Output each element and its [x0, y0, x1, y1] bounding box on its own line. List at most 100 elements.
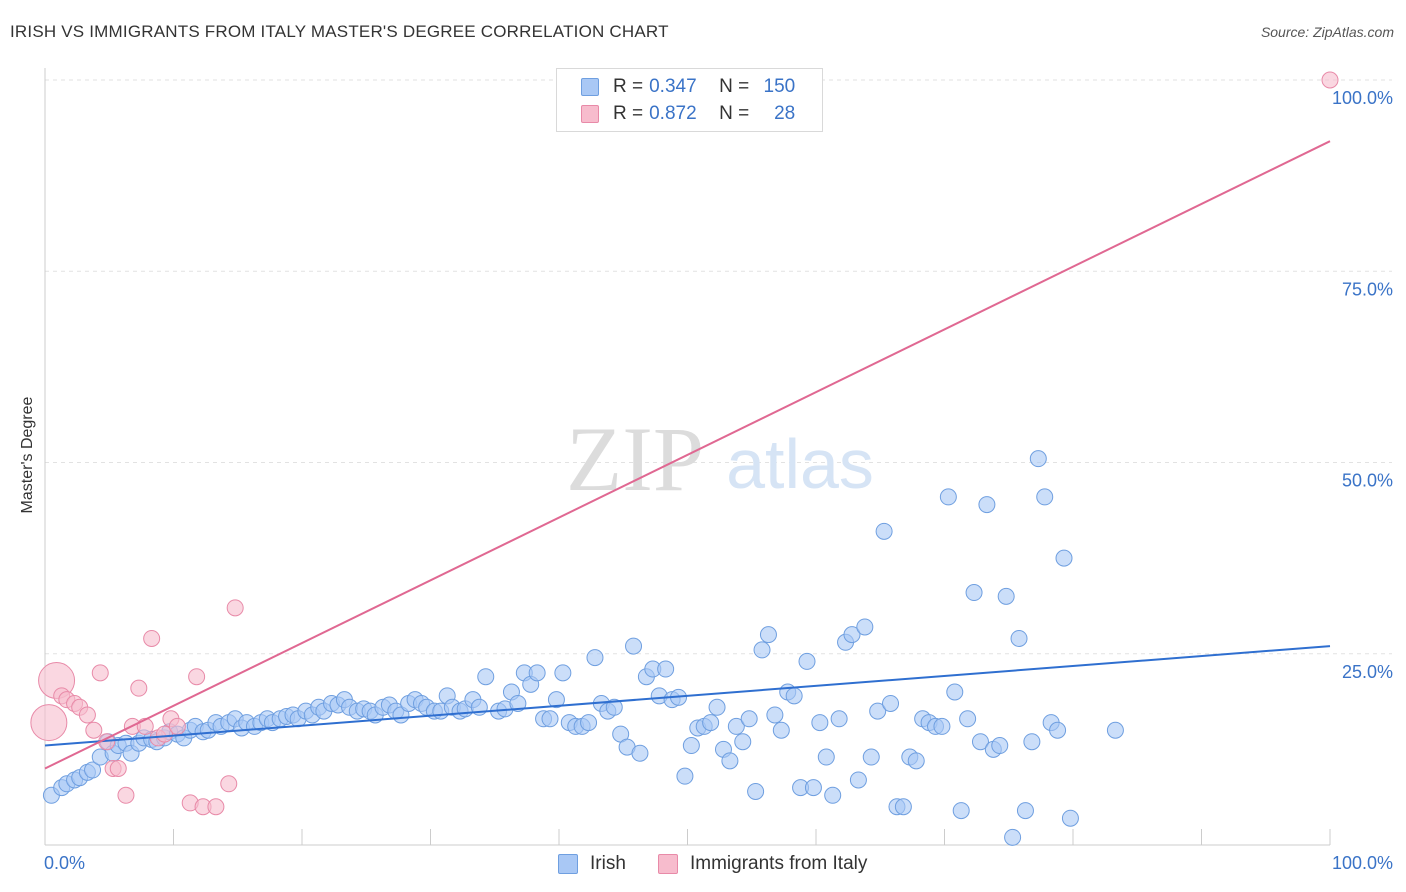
data-point [1004, 828, 1022, 846]
data-point [109, 760, 127, 777]
stats-swatch-irish [581, 78, 599, 96]
data-point [939, 488, 957, 506]
tick-labels: 100.0% 75.0% 50.0% 25.0% 0.0% 100.0% [44, 88, 1393, 873]
data-point [882, 694, 900, 712]
data-point [657, 660, 675, 678]
stats-n-value: 28 [774, 103, 796, 124]
legend-label-irish: Irish [590, 853, 626, 874]
data-point [528, 664, 546, 682]
stats-n-label: N = [719, 103, 750, 124]
legend-label-italy: Immigrants from Italy [690, 853, 868, 874]
data-point [1016, 802, 1034, 820]
legend-swatch-irish [558, 854, 578, 874]
data-point [804, 779, 822, 797]
data-point [946, 683, 964, 701]
data-point [971, 733, 989, 751]
data-point [798, 652, 816, 670]
legend-item-irish[interactable]: Irish [558, 852, 626, 876]
data-point [747, 782, 765, 800]
data-point [991, 737, 1009, 755]
data-point [130, 679, 148, 697]
data-point [1321, 71, 1339, 89]
data-point [817, 748, 835, 766]
y-tick-label: 50.0% [1342, 471, 1393, 491]
data-point [753, 641, 771, 659]
data-point [207, 798, 225, 816]
data-point [143, 629, 161, 647]
data-point [625, 637, 643, 655]
data-point [1061, 809, 1079, 827]
data-point [84, 761, 102, 779]
data-point [1049, 721, 1067, 739]
data-point [509, 694, 527, 712]
data-point [156, 725, 174, 743]
data-point [1010, 629, 1028, 647]
data-point [894, 798, 912, 816]
data-point [978, 496, 996, 514]
data-point [734, 733, 752, 751]
grid-lines [45, 79, 1392, 655]
data-point [824, 786, 842, 804]
data-point [849, 771, 867, 789]
watermark-atlas: atlas [726, 425, 874, 503]
data-point [586, 649, 604, 667]
data-point [477, 668, 495, 686]
legend-swatch-italy [658, 854, 678, 874]
watermark-zip: ZIP [566, 408, 704, 510]
data-point [1055, 549, 1073, 567]
data-point [85, 721, 103, 739]
data-point [785, 687, 803, 705]
stats-r-value: 0.872 [649, 103, 697, 124]
data-point [708, 698, 726, 716]
data-point [226, 599, 244, 617]
data-point [766, 706, 784, 724]
x-tick-label: 0.0% [44, 853, 85, 873]
watermark: ZIP atlas [566, 408, 874, 510]
trend-lines [44, 140, 1331, 770]
stats-n-value: 150 [763, 76, 796, 97]
data-point [997, 587, 1015, 605]
data-point [117, 786, 135, 804]
stats-r-label: R = [613, 76, 644, 97]
data-point [605, 698, 623, 716]
data-point [875, 522, 893, 540]
data-point [772, 721, 790, 739]
data-point [188, 668, 206, 686]
data-point [759, 626, 777, 644]
data-point [965, 584, 983, 602]
data-point [168, 717, 186, 735]
stats-r-label: R = [613, 103, 644, 124]
data-point [1029, 450, 1047, 468]
data-point [702, 714, 720, 732]
legend-item-italy[interactable]: Immigrants from Italy [658, 852, 867, 876]
data-point [830, 710, 848, 728]
y-tick-label: 25.0% [1342, 662, 1393, 682]
chart-title: IRISH VS IMMIGRANTS FROM ITALY MASTER'S … [10, 22, 669, 41]
data-point [862, 748, 880, 766]
data-point [676, 767, 694, 785]
data-point [1023, 733, 1041, 751]
data-point [933, 717, 951, 735]
data-point [91, 664, 109, 682]
data-point [856, 618, 874, 636]
data-point [869, 702, 887, 720]
data-point [811, 714, 829, 732]
data-point [907, 752, 925, 770]
data-point [580, 714, 598, 732]
data-point [78, 706, 96, 724]
y-tick-label: 100.0% [1332, 88, 1393, 108]
data-point [952, 802, 970, 820]
data-point [721, 752, 739, 770]
stats-row-italy: R = 0.872 N = 28 [581, 102, 795, 126]
stats-box: R = 0.347 N = 150 R = 0.872 N = 28 [556, 68, 823, 132]
data-point [682, 737, 700, 755]
data-point [554, 664, 572, 682]
y-axis-label: Master's Degree [19, 396, 36, 514]
data-point [1106, 721, 1124, 739]
stats-n-label: N = [719, 76, 750, 97]
trend-line [44, 645, 1331, 747]
stats-r-value: 0.347 [649, 76, 697, 97]
chart-source: Source: ZipAtlas.com [1260, 24, 1394, 40]
data-point [740, 710, 758, 728]
